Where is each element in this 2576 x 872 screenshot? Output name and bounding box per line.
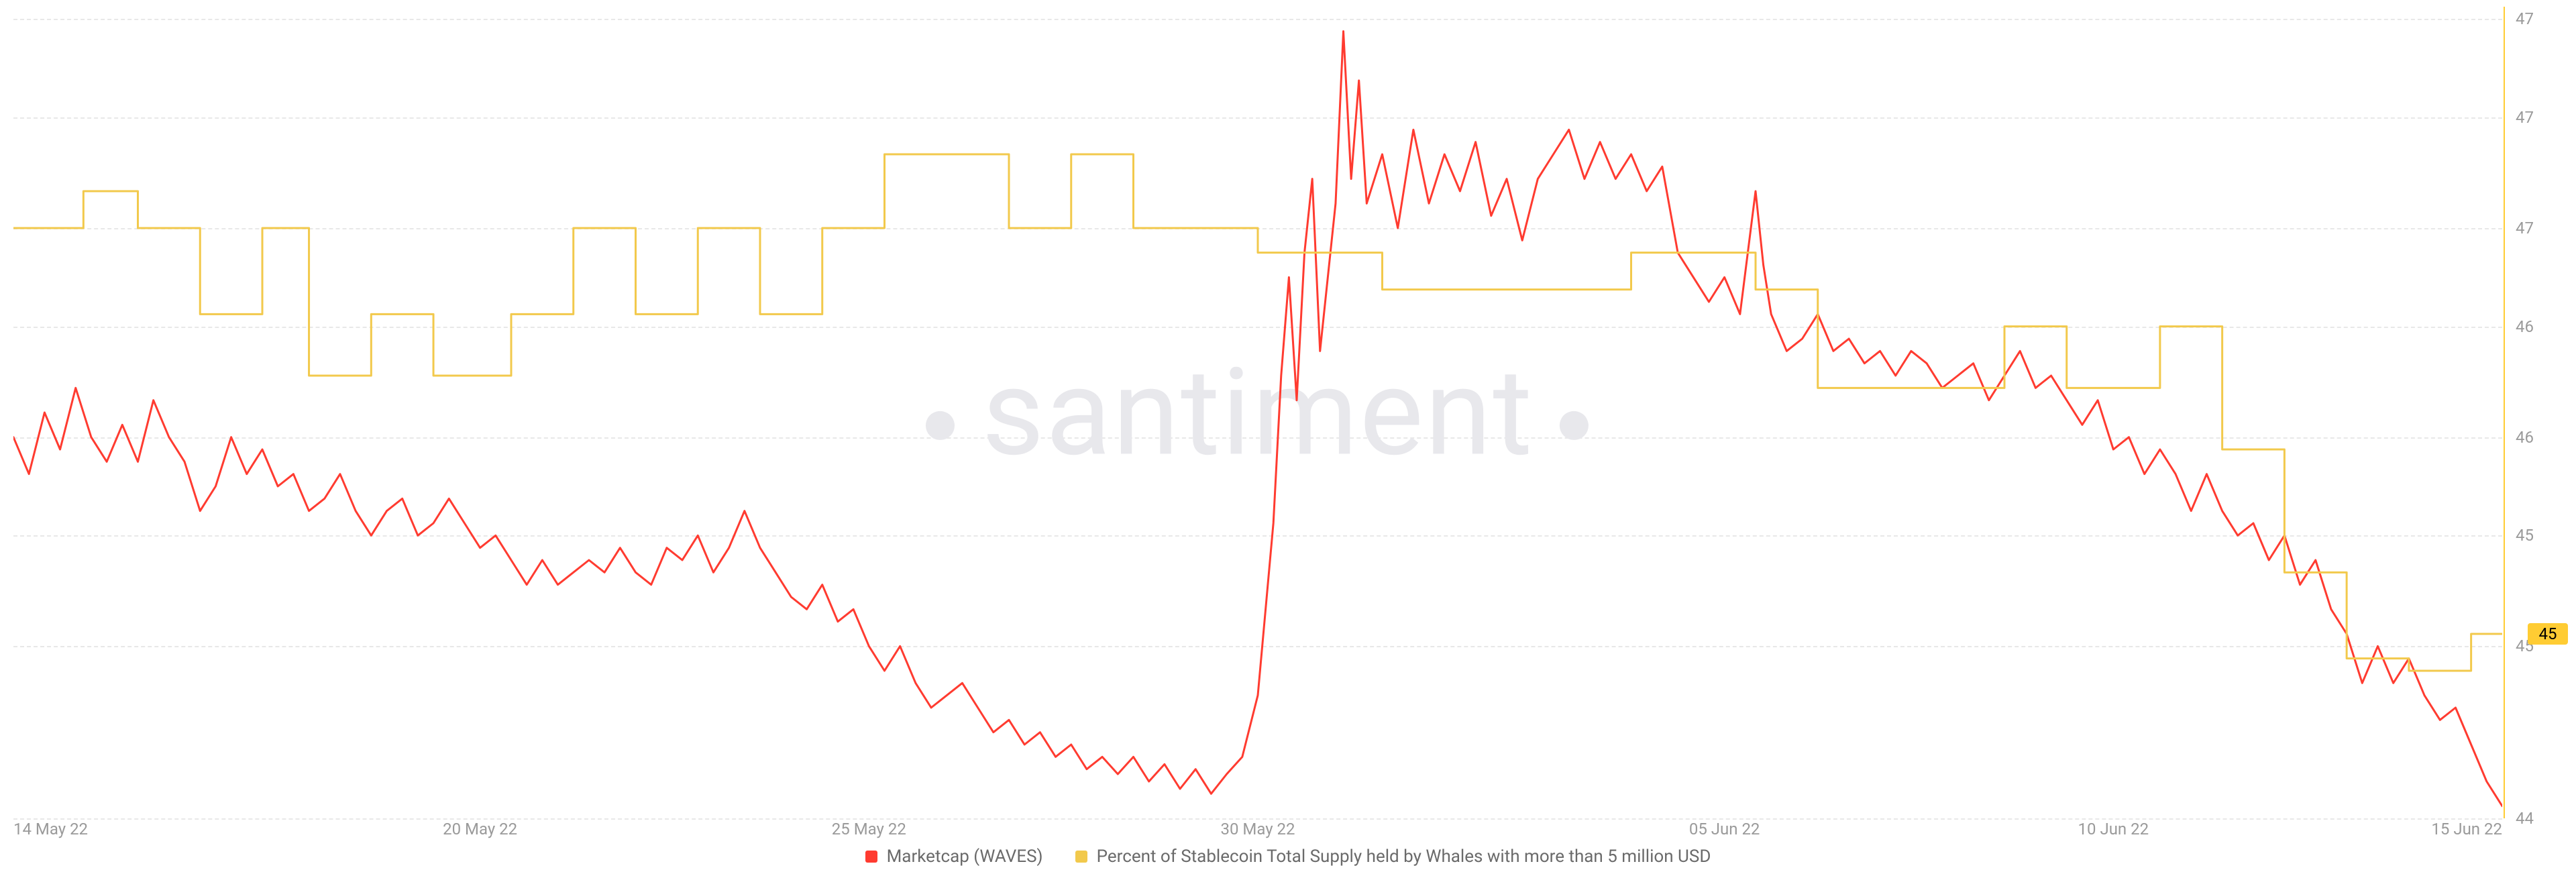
series-marketcap [13,32,2502,806]
legend-swatch-marketcap [865,851,877,863]
y-tick-label: 44 [2516,809,2563,828]
x-tick-label: 25 May 22 [832,820,906,838]
legend-item-whales: Percent of Stablecoin Total Supply held … [1075,847,1711,867]
y-tick-label: 45 [2516,526,2563,545]
chart-legend: Marketcap (WAVES) Percent of Stablecoin … [0,847,2576,867]
legend-label-whales: Percent of Stablecoin Total Supply held … [1097,847,1711,867]
legend-label-marketcap: Marketcap (WAVES) [887,847,1043,867]
y-tick-label: 46 [2516,428,2563,447]
y-tick-label: 46 [2516,317,2563,336]
y-axis-current-badge: 45 [2528,623,2568,645]
chart-plot-area: ●santiment● 474747464645454445 [13,7,2502,818]
x-tick-label: 14 May 22 [13,820,88,838]
x-tick-label: 10 Jun 22 [2078,820,2149,838]
x-tick-label: 20 May 22 [443,820,517,838]
x-axis-ticks: 14 May 22 20 May 22 25 May 22 30 May 22 05 J… [13,820,2502,840]
y-tick-label: 47 [2516,219,2563,237]
series-whales [13,154,2502,671]
right-axis-border [2504,7,2505,818]
legend-swatch-whales [1075,851,1087,863]
x-tick-label: 30 May 22 [1220,820,1295,838]
y-tick-label: 47 [2516,9,2563,28]
y-tick-label: 47 [2516,108,2563,127]
chart-svg [13,7,2502,818]
x-tick-label: 15 Jun 22 [2431,820,2502,838]
x-tick-label: 05 Jun 22 [1689,820,1760,838]
legend-item-marketcap: Marketcap (WAVES) [865,847,1043,867]
